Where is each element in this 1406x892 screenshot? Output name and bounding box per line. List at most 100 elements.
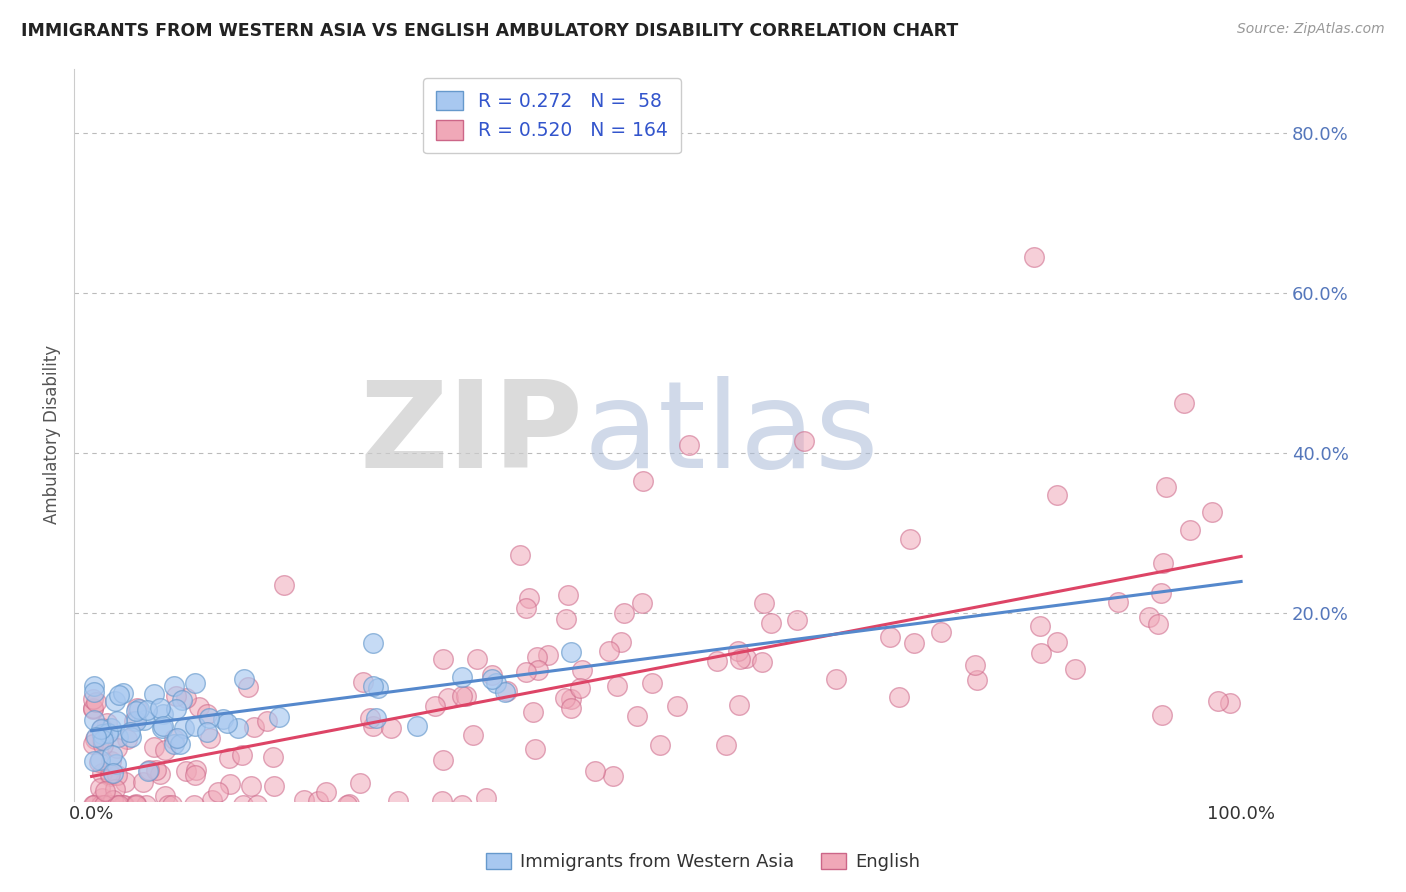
Point — [165, 689, 187, 703]
Point — [105, 714, 128, 729]
Point — [226, 722, 249, 736]
Legend: R = 0.272   N =  58, R = 0.520   N = 164: R = 0.272 N = 58, R = 0.520 N = 164 — [423, 78, 681, 153]
Point — [150, 722, 173, 736]
Point — [1046, 635, 1069, 649]
Point — [1029, 619, 1052, 633]
Point — [602, 768, 624, 782]
Point — [96, 716, 118, 731]
Point — [494, 685, 516, 699]
Point — [125, 797, 148, 812]
Point — [889, 690, 911, 705]
Point — [367, 681, 389, 695]
Point — [125, 714, 148, 728]
Point — [84, 731, 107, 746]
Point — [1031, 646, 1053, 660]
Point — [606, 680, 628, 694]
Point — [555, 612, 578, 626]
Point — [966, 673, 988, 687]
Point — [706, 654, 728, 668]
Point — [786, 613, 808, 627]
Point — [89, 753, 111, 767]
Point — [155, 743, 177, 757]
Point — [359, 711, 381, 725]
Point — [198, 711, 221, 725]
Point — [198, 731, 221, 745]
Point — [526, 649, 548, 664]
Point — [1154, 479, 1177, 493]
Point — [201, 793, 224, 807]
Point — [610, 635, 633, 649]
Point — [207, 785, 229, 799]
Point — [232, 673, 254, 687]
Point — [82, 797, 104, 812]
Point — [93, 731, 115, 745]
Point — [387, 794, 409, 808]
Point — [474, 791, 496, 805]
Point — [128, 702, 150, 716]
Point — [90, 791, 112, 805]
Point — [1219, 697, 1241, 711]
Point — [162, 797, 184, 812]
Point — [727, 643, 749, 657]
Point — [236, 680, 259, 694]
Point — [363, 679, 385, 693]
Point — [122, 714, 145, 728]
Point — [127, 701, 149, 715]
Point — [114, 774, 136, 789]
Point — [82, 738, 104, 752]
Point — [515, 665, 537, 679]
Point — [1152, 556, 1174, 570]
Point — [87, 755, 110, 769]
Point — [633, 474, 655, 488]
Point — [166, 731, 188, 745]
Point — [246, 797, 269, 812]
Point — [232, 797, 254, 812]
Point — [112, 797, 135, 812]
Point — [263, 779, 285, 793]
Point — [104, 757, 127, 772]
Point — [183, 797, 205, 812]
Point — [451, 797, 474, 812]
Point — [145, 763, 167, 777]
Point — [215, 715, 238, 730]
Point — [560, 691, 582, 706]
Point — [97, 726, 120, 740]
Point — [583, 764, 606, 779]
Point — [105, 797, 128, 812]
Point — [571, 663, 593, 677]
Text: ZIP: ZIP — [360, 376, 583, 493]
Point — [82, 702, 104, 716]
Point — [522, 705, 544, 719]
Point — [124, 797, 146, 812]
Point — [1147, 617, 1170, 632]
Point — [361, 719, 384, 733]
Point — [519, 591, 541, 606]
Point — [728, 698, 751, 712]
Point — [481, 672, 503, 686]
Point — [91, 733, 114, 747]
Point — [1107, 595, 1129, 609]
Point — [337, 797, 360, 811]
Point — [436, 690, 458, 705]
Point — [100, 754, 122, 768]
Point — [630, 596, 652, 610]
Point — [465, 651, 488, 665]
Point — [149, 701, 172, 715]
Point — [104, 782, 127, 797]
Point — [83, 679, 105, 693]
Point — [569, 681, 592, 695]
Point — [163, 737, 186, 751]
Point — [120, 730, 142, 744]
Point — [82, 701, 104, 715]
Point — [125, 704, 148, 718]
Point — [1064, 662, 1087, 676]
Point — [315, 784, 337, 798]
Point — [104, 694, 127, 708]
Point — [184, 719, 207, 733]
Point — [523, 742, 546, 756]
Text: IMMIGRANTS FROM WESTERN ASIA VS ENGLISH AMBULATORY DISABILITY CORRELATION CHART: IMMIGRANTS FROM WESTERN ASIA VS ENGLISH … — [21, 22, 959, 40]
Point — [481, 667, 503, 681]
Point — [793, 434, 815, 448]
Point — [112, 686, 135, 700]
Point — [728, 652, 751, 666]
